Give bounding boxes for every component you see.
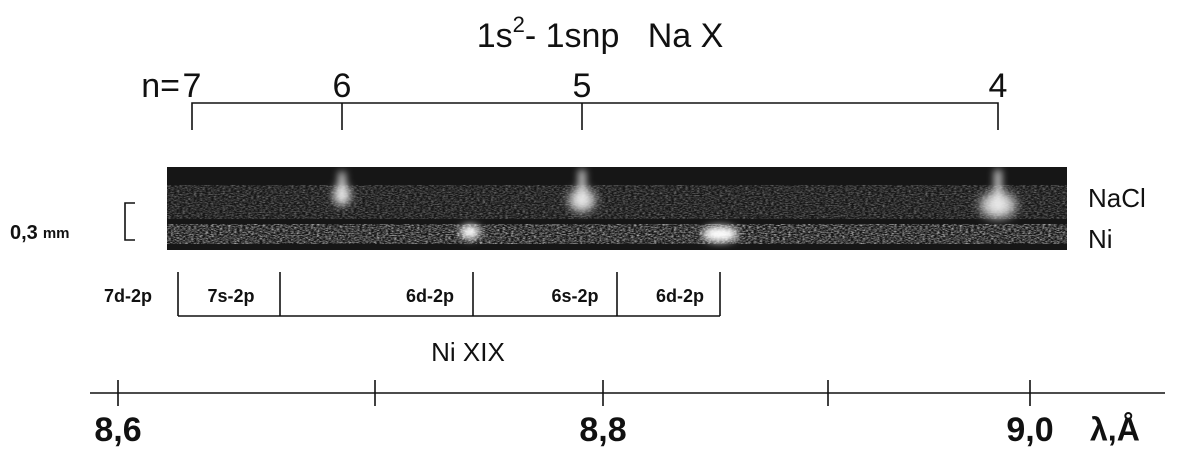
track-label: NaCl xyxy=(1088,183,1146,213)
line-tail xyxy=(995,170,1001,210)
ni-xix-label: Ni XIX xyxy=(431,337,505,367)
line-tail xyxy=(339,172,345,202)
axis-label: λ,Å xyxy=(1090,411,1140,447)
ni-band xyxy=(167,224,1067,244)
ni-spot xyxy=(702,226,738,242)
transition-label: 6d-2p xyxy=(656,286,704,306)
n-level: 4 xyxy=(989,67,1008,105)
axis-tick-label: 9,0 xyxy=(1006,411,1053,449)
track-label: Ni xyxy=(1088,224,1113,254)
scale-value: 0,3 xyxy=(10,222,38,244)
nacl-band xyxy=(167,185,1067,219)
line-tail xyxy=(579,170,585,206)
title: 1s2- 1snp Na X xyxy=(477,12,724,55)
title-rest: - 1snp Na X xyxy=(525,17,723,55)
transition-label: 7d-2p xyxy=(104,286,152,306)
n-level: 7 xyxy=(183,67,202,105)
n-prefix: n= xyxy=(141,67,180,105)
axis-tick-label: 8,8 xyxy=(579,411,626,449)
title-base: 1s xyxy=(477,17,513,55)
transition-label: 6d-2p xyxy=(406,286,454,306)
scale: 0,3 mm xyxy=(10,222,70,244)
spectrogram xyxy=(167,167,1067,250)
n-level: 6 xyxy=(333,67,352,105)
scale-bracket xyxy=(124,202,135,241)
transition-label: 7s-2p xyxy=(207,286,254,306)
scale-unit: mm xyxy=(43,225,70,242)
title-sup: 2 xyxy=(513,12,525,37)
na-bracket xyxy=(191,102,999,130)
ni-spot xyxy=(460,225,480,239)
transition-label: 6s-2p xyxy=(551,286,598,306)
axis-tick-label: 8,6 xyxy=(94,411,141,449)
n-level: 5 xyxy=(573,67,592,105)
